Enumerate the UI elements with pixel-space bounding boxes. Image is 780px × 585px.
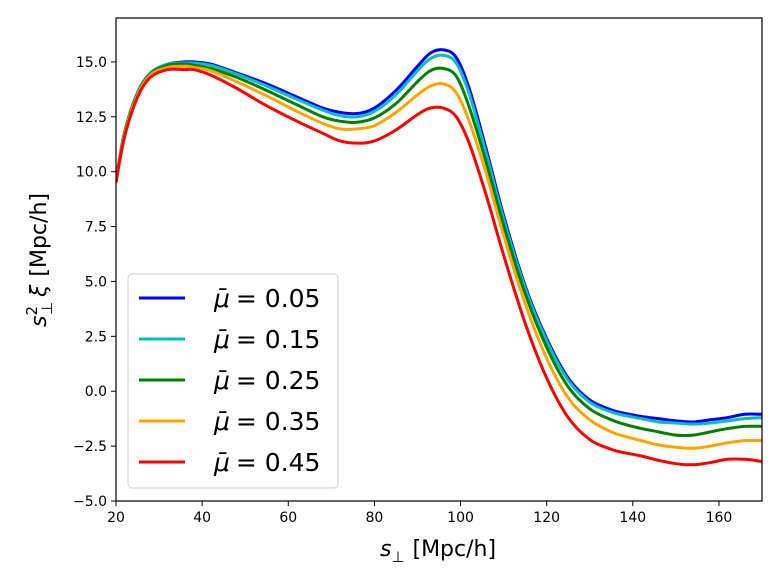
y-axis-label-sub: ⊥ [38,302,56,315]
x-axis-label-unit: [Mpc/h] [412,537,496,562]
legend-symbol: μ̄ [213,284,230,313]
y-tick-label: 12.5 [76,110,107,126]
legend-label-5: μ̄ = 0.45 [213,448,320,477]
y-axis-label-unit: [Mpc/h] [27,193,52,277]
legend-label-2: μ̄ = 0.15 [213,325,320,354]
legend-value: = 0.45 [236,448,321,477]
legend-symbol: μ̄ [213,448,230,477]
plot-frame [115,17,763,502]
y-axis-label: s2⊥ ξ [Mpc/h] [23,193,56,327]
x-tick-label: 160 [706,510,733,526]
legend-box [127,273,339,489]
legend-symbol: μ̄ [213,366,230,395]
legend-value: = 0.15 [236,325,321,354]
legend-label-4: μ̄ = 0.35 [213,407,320,436]
series-line-5 [116,67,762,467]
y-tick-label: −2.5 [73,439,107,455]
y-tick-label: 10.0 [76,165,107,181]
x-tick-label: 20 [107,510,125,526]
legend-symbol: μ̄ [213,325,230,354]
x-tick-label: 140 [619,510,646,526]
y-tick-label: 5.0 [85,274,107,290]
legend-label-1: μ̄ = 0.05 [213,284,320,313]
series-layer [116,48,762,467]
x-axis-label: s⊥ [Mpc/h] [380,537,496,566]
series-line-2 [116,53,762,426]
ticks-layer: 20 40 60 80 100 120 140 160 −5.0 −2.5 0.0 2.5 5.0 7.5… [73,55,732,526]
legend-value: = 0.05 [236,284,321,313]
y-axis-label-sup: 2 [23,306,41,316]
legend-value: = 0.25 [236,366,321,395]
legend-value: = 0.35 [236,407,321,436]
x-tick-label: 60 [279,510,297,526]
y-tick-label: 15.0 [76,55,107,71]
x-tick-label: 100 [447,510,474,526]
legend-symbol: μ̄ [213,407,230,436]
x-tick-label: 40 [193,510,211,526]
series-line-4 [116,64,762,450]
legend: μ̄ = 0.05μ̄ = 0.15μ̄ = 0.25μ̄ = 0.35μ̄ = 0.45 [127,273,339,489]
x-axis-label-sub: ⊥ [391,548,404,566]
y-tick-label: 7.5 [85,220,107,236]
x-tick-label: 80 [365,510,383,526]
y-tick-label: 0.0 [85,384,107,400]
y-tick-label: −5.0 [73,494,107,510]
y-axis-label-main: s [27,316,52,327]
series-line-3 [116,62,762,438]
y-tick-label: 2.5 [85,329,107,345]
x-axis-label-main: s [380,537,391,562]
x-tick-label: 120 [533,510,560,526]
legend-label-3: μ̄ = 0.25 [213,366,320,395]
y-axis-label-xi: ξ [27,284,52,298]
